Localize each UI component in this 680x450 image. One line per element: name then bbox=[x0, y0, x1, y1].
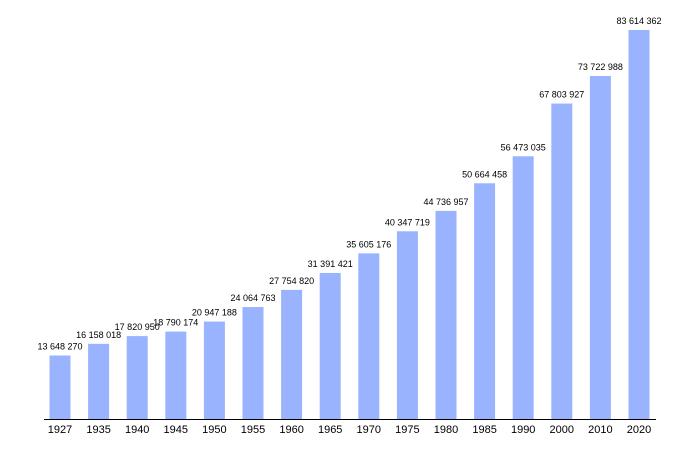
data-label-1927: 13 648 270 bbox=[37, 342, 82, 352]
bar-2020 bbox=[628, 30, 650, 419]
bar-1975 bbox=[396, 231, 418, 419]
x-tick-1935: 1935 bbox=[86, 424, 110, 436]
data-label-1980: 44 736 957 bbox=[423, 197, 468, 207]
bar-1945 bbox=[165, 331, 187, 419]
x-tick-1990: 1990 bbox=[511, 424, 535, 436]
x-tick-1927: 1927 bbox=[48, 424, 72, 436]
bars-group bbox=[49, 30, 650, 420]
data-label-1965: 31 391 421 bbox=[308, 259, 353, 269]
x-tick-1940: 1940 bbox=[125, 424, 149, 436]
bar-1950 bbox=[203, 321, 225, 419]
bar-1990 bbox=[512, 156, 534, 419]
data-label-1975: 40 347 719 bbox=[385, 217, 430, 227]
x-tick-1970: 1970 bbox=[357, 424, 381, 436]
x-tick-2010: 2010 bbox=[588, 424, 612, 436]
data-label-1935: 16 158 018 bbox=[76, 330, 121, 340]
x-tick-1980: 1980 bbox=[434, 424, 458, 436]
data-label-2000: 67 803 927 bbox=[539, 90, 584, 100]
data-label-1950: 20 947 188 bbox=[192, 308, 237, 318]
bar-1940 bbox=[126, 336, 148, 419]
bar-1960 bbox=[281, 289, 303, 419]
bar-1985 bbox=[474, 183, 496, 419]
data-label-1945: 18 790 174 bbox=[153, 318, 198, 328]
x-tick-1965: 1965 bbox=[318, 424, 342, 436]
bar-1970 bbox=[358, 253, 380, 419]
data-label-2010: 73 722 988 bbox=[578, 62, 623, 72]
x-tick-2020: 2020 bbox=[627, 424, 651, 436]
bar-1927 bbox=[49, 355, 71, 419]
x-tick-labels-group: 1927 1935 1940 1945 1950 1955 1960 1965 1970 1975… bbox=[48, 424, 651, 436]
x-tick-2000: 2000 bbox=[550, 424, 574, 436]
data-label-1990: 56 473 035 bbox=[501, 142, 546, 152]
x-tick-1985: 1985 bbox=[472, 424, 496, 436]
x-tick-1950: 1950 bbox=[202, 424, 226, 436]
x-tick-1945: 1945 bbox=[164, 424, 188, 436]
bar-1955 bbox=[242, 307, 264, 419]
x-tick-1955: 1955 bbox=[241, 424, 265, 436]
data-label-1970: 35 605 176 bbox=[346, 239, 391, 249]
data-label-1940: 17 820 950 bbox=[115, 322, 160, 332]
data-label-1960: 27 754 820 bbox=[269, 276, 314, 286]
bar-1935 bbox=[88, 343, 110, 419]
x-tick-1960: 1960 bbox=[279, 424, 303, 436]
data-label-2020: 83 614 362 bbox=[616, 16, 661, 26]
bar-1980 bbox=[435, 210, 457, 419]
bar-2010 bbox=[589, 76, 611, 420]
bar-2000 bbox=[551, 103, 573, 419]
data-label-1985: 50 664 458 bbox=[462, 169, 507, 179]
bar-1965 bbox=[319, 272, 341, 419]
x-tick-1975: 1975 bbox=[395, 424, 419, 436]
data-label-1955: 24 064 763 bbox=[230, 293, 275, 303]
